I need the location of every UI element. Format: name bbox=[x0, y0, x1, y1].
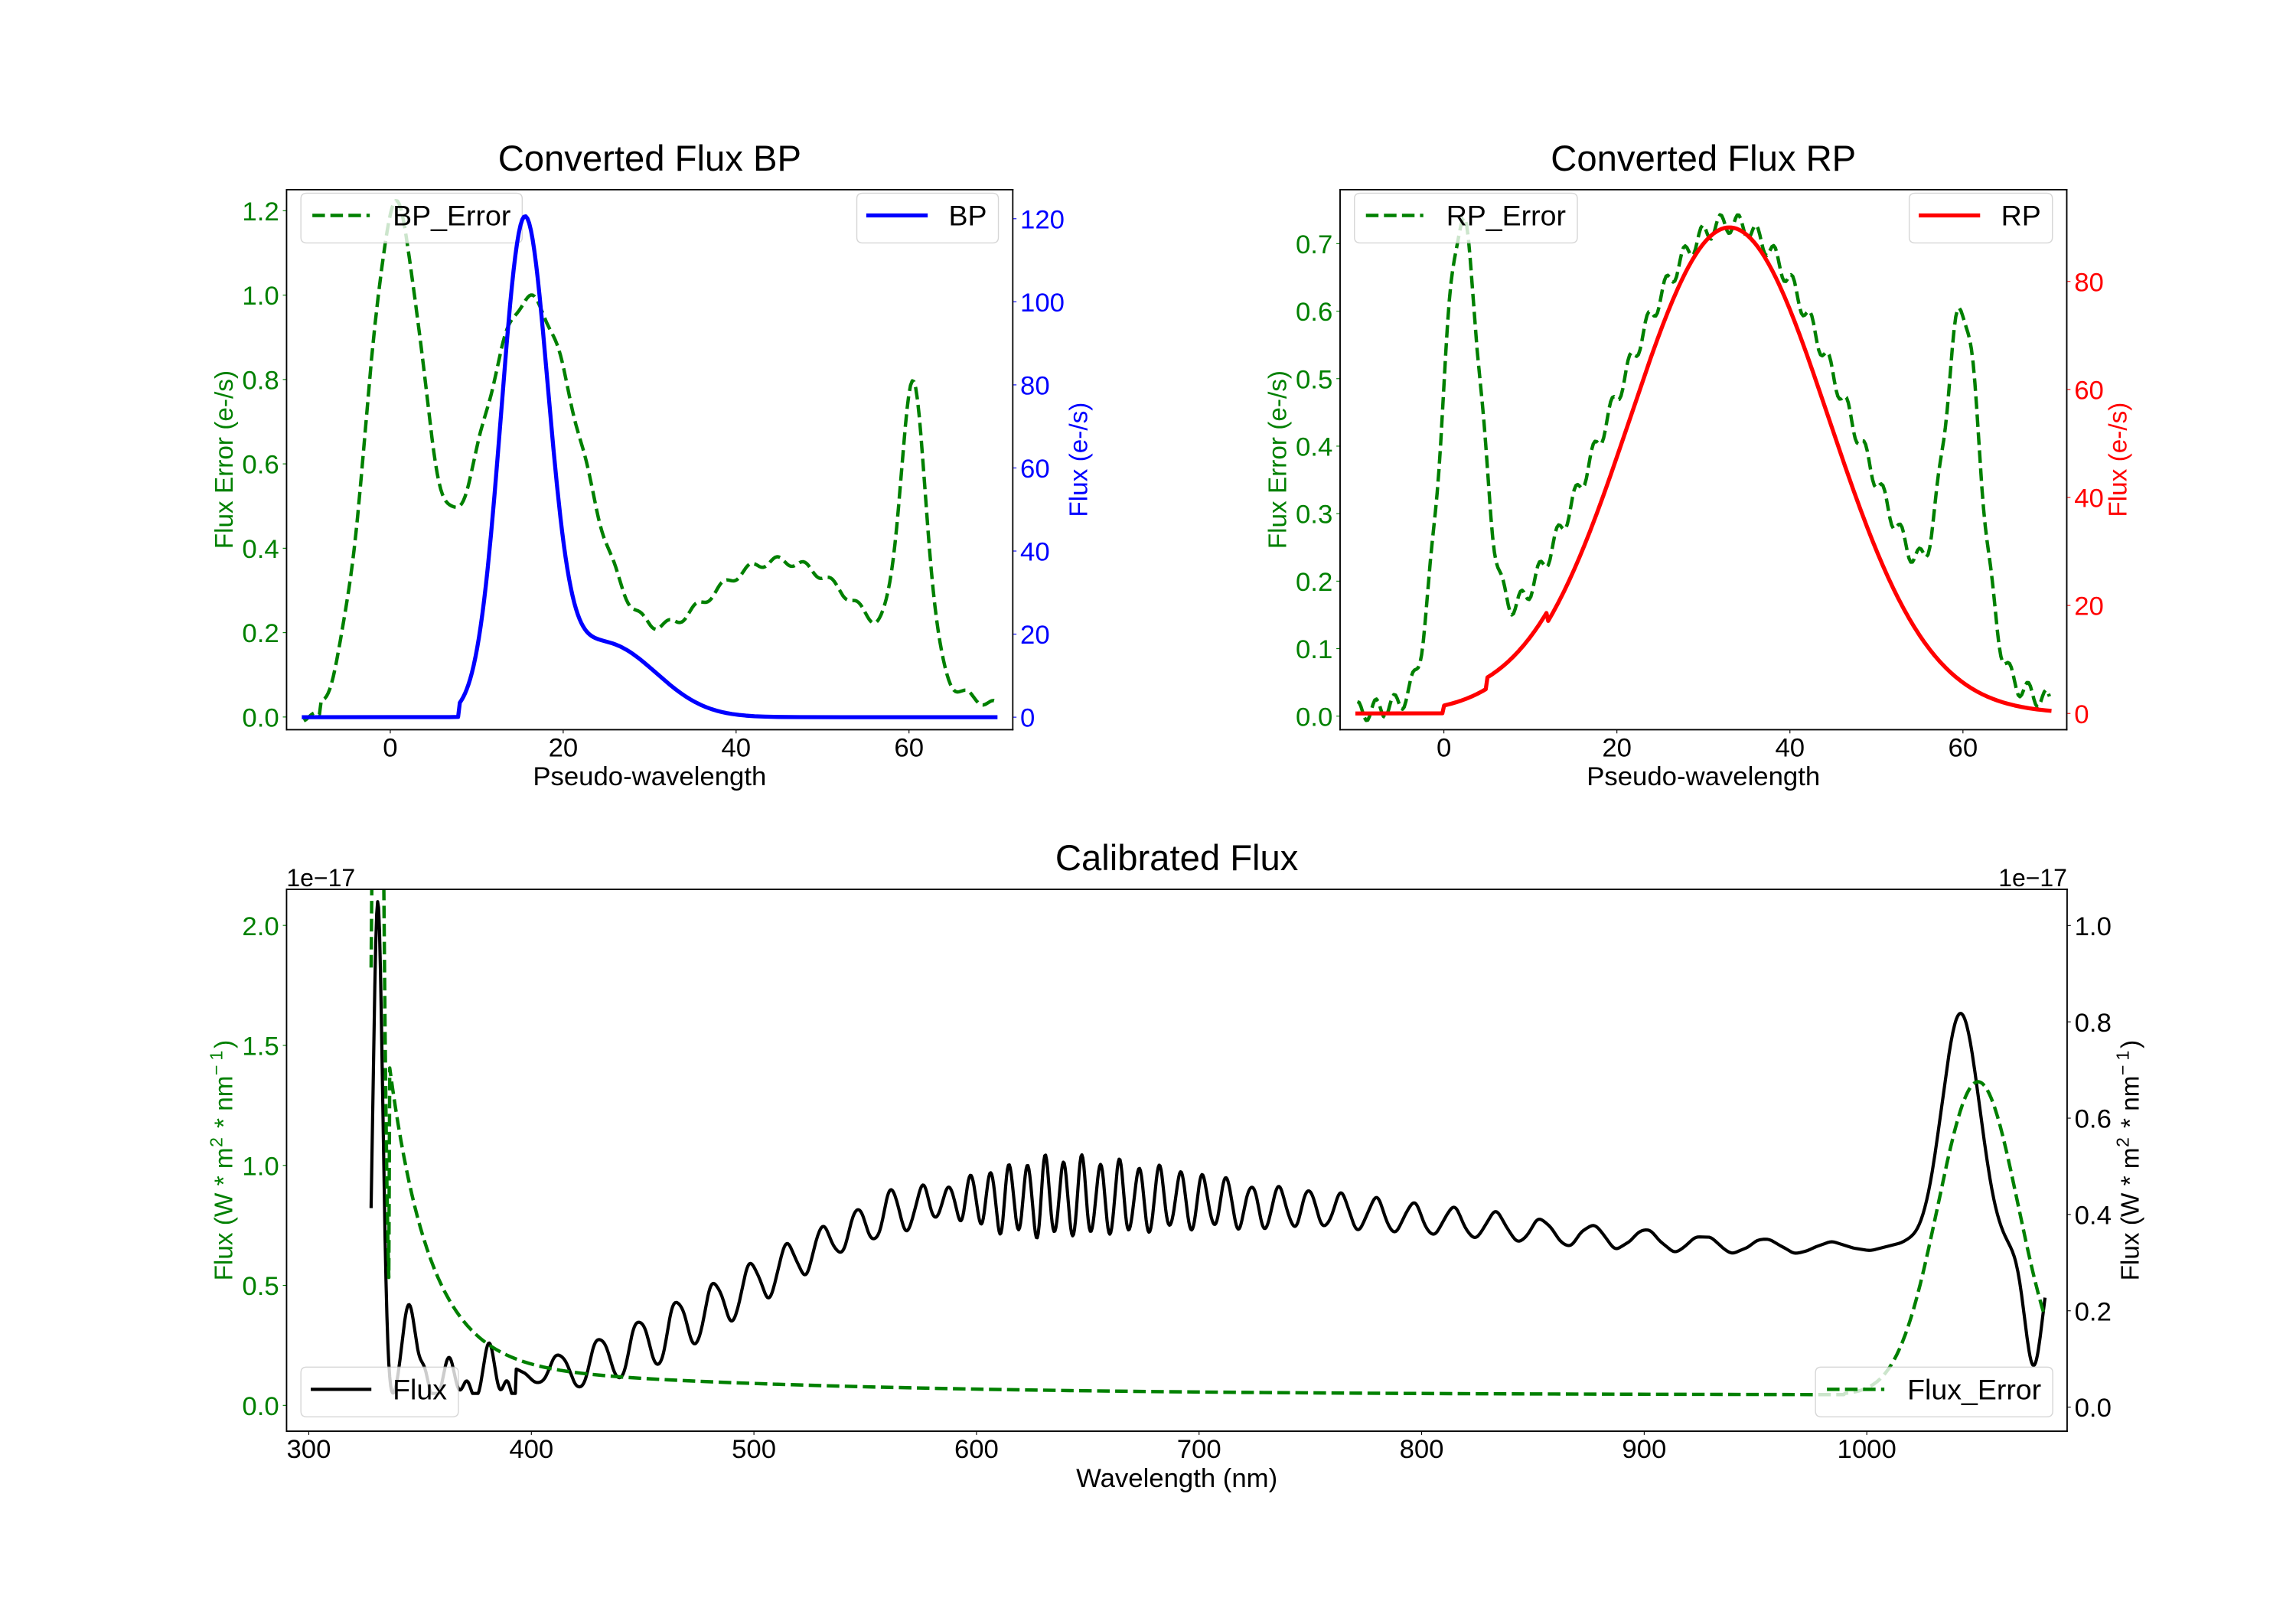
svg-text:Converted Flux RP: Converted Flux RP bbox=[1551, 139, 1856, 179]
svg-text:40: 40 bbox=[1020, 538, 1050, 567]
svg-text:60: 60 bbox=[894, 733, 924, 762]
svg-text:0.2: 0.2 bbox=[2075, 1297, 2112, 1326]
svg-text:120: 120 bbox=[1020, 205, 1065, 234]
svg-text:1.5: 1.5 bbox=[242, 1032, 279, 1061]
svg-text:100: 100 bbox=[1020, 289, 1065, 318]
svg-text:0: 0 bbox=[2074, 700, 2089, 729]
svg-text:F l u x: F l u x ( W * m * n m ) 2 − 1 bbox=[207, 1035, 239, 1280]
svg-text:600: 600 bbox=[954, 1435, 999, 1464]
svg-text:0.0: 0.0 bbox=[2075, 1394, 2112, 1423]
svg-text:40: 40 bbox=[2074, 484, 2104, 514]
svg-text:0.0: 0.0 bbox=[242, 1392, 279, 1421]
svg-text:Flux_Error: Flux_Error bbox=[1907, 1374, 2041, 1406]
svg-text:1e−17: 1e−17 bbox=[1998, 864, 2067, 892]
svg-text:80: 80 bbox=[2074, 268, 2104, 297]
svg-text:1.0: 1.0 bbox=[242, 1152, 279, 1181]
svg-text:40: 40 bbox=[722, 733, 752, 762]
svg-text:0.7: 0.7 bbox=[1296, 230, 1332, 259]
svg-text:F l u x: F l u x ( W * m * n m ) 2 − 1 bbox=[2113, 1035, 2145, 1280]
svg-text:Flux: Flux bbox=[393, 1374, 447, 1406]
svg-text:0.0: 0.0 bbox=[1296, 703, 1332, 732]
svg-text:0.6: 0.6 bbox=[1296, 298, 1332, 327]
svg-text:RP: RP bbox=[2001, 200, 2041, 232]
svg-text:700: 700 bbox=[1177, 1435, 1221, 1464]
svg-text:40: 40 bbox=[1775, 733, 1805, 762]
svg-text:500: 500 bbox=[732, 1435, 776, 1464]
svg-text:0.4: 0.4 bbox=[242, 535, 279, 564]
svg-text:Wavelength (nm): Wavelength (nm) bbox=[1076, 1464, 1277, 1493]
svg-text:Flux (e-/s): Flux (e-/s) bbox=[2105, 403, 2133, 517]
svg-text:1.0: 1.0 bbox=[242, 282, 279, 311]
svg-text:Flux Error (e-/s): Flux Error (e-/s) bbox=[210, 370, 239, 549]
svg-text:20: 20 bbox=[1020, 621, 1050, 650]
svg-text:Converted Flux BP: Converted Flux BP bbox=[498, 139, 801, 179]
svg-text:0.0: 0.0 bbox=[242, 703, 279, 732]
svg-text:0: 0 bbox=[1437, 733, 1451, 762]
svg-text:60: 60 bbox=[1020, 455, 1050, 484]
svg-text:Calibrated Flux: Calibrated Flux bbox=[1055, 838, 1299, 879]
svg-text:2.0: 2.0 bbox=[242, 912, 279, 941]
svg-text:0.2: 0.2 bbox=[242, 619, 279, 648]
svg-text:0.3: 0.3 bbox=[1296, 501, 1332, 530]
svg-text:0.4: 0.4 bbox=[1296, 433, 1332, 462]
svg-text:80: 80 bbox=[1020, 371, 1050, 400]
svg-text:60: 60 bbox=[1949, 733, 1978, 762]
svg-text:0.4: 0.4 bbox=[2075, 1201, 2112, 1230]
svg-text:Flux (e-/s): Flux (e-/s) bbox=[1065, 403, 1094, 517]
svg-text:0.5: 0.5 bbox=[242, 1272, 279, 1301]
svg-text:0.6: 0.6 bbox=[2075, 1105, 2112, 1134]
svg-text:BP_Error: BP_Error bbox=[393, 200, 510, 232]
svg-text:1.2: 1.2 bbox=[242, 197, 279, 227]
svg-text:0: 0 bbox=[383, 733, 397, 762]
svg-text:20: 20 bbox=[549, 733, 579, 762]
svg-text:400: 400 bbox=[509, 1435, 553, 1464]
svg-text:20: 20 bbox=[2074, 592, 2104, 621]
svg-text:0.8: 0.8 bbox=[242, 366, 279, 395]
svg-text:RP_Error: RP_Error bbox=[1446, 200, 1566, 232]
svg-text:0.1: 0.1 bbox=[1296, 635, 1332, 664]
svg-text:300: 300 bbox=[287, 1435, 331, 1464]
svg-text:1e−17: 1e−17 bbox=[286, 864, 355, 892]
svg-text:0.2: 0.2 bbox=[1296, 568, 1332, 597]
svg-text:0.5: 0.5 bbox=[1296, 365, 1332, 394]
svg-text:BP: BP bbox=[949, 200, 987, 232]
svg-text:20: 20 bbox=[1602, 733, 1632, 762]
svg-text:1000: 1000 bbox=[1838, 1435, 1896, 1464]
svg-text:0.6: 0.6 bbox=[242, 451, 279, 480]
svg-text:0: 0 bbox=[1020, 704, 1035, 733]
svg-text:Pseudo-wavelength: Pseudo-wavelength bbox=[1587, 762, 1820, 791]
svg-text:Flux Error (e-/s): Flux Error (e-/s) bbox=[1264, 370, 1293, 549]
svg-text:900: 900 bbox=[1622, 1435, 1666, 1464]
svg-text:0.8: 0.8 bbox=[2075, 1009, 2112, 1038]
svg-text:1.0: 1.0 bbox=[2075, 912, 2112, 941]
svg-text:60: 60 bbox=[2074, 376, 2104, 405]
svg-text:Pseudo-wavelength: Pseudo-wavelength bbox=[533, 762, 766, 791]
svg-text:800: 800 bbox=[1400, 1435, 1444, 1464]
